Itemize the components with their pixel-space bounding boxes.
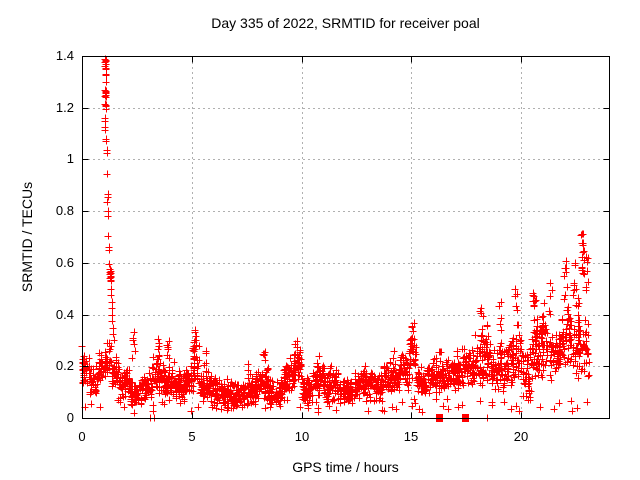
- y-tick-label: 1.2: [56, 100, 74, 115]
- y-tick-label: 0: [67, 410, 74, 425]
- y-axis-label: SRMTID / TECUs: [19, 181, 35, 293]
- data-points: [78, 55, 593, 422]
- chart-title: Day 335 of 2022, SRMTID for receiver poa…: [211, 15, 480, 31]
- x-tick-label: 10: [295, 429, 309, 444]
- y-tick-label: 1.4: [56, 48, 74, 63]
- x-tick-label: 5: [188, 429, 195, 444]
- x-tick-label: 15: [404, 429, 418, 444]
- tick-labels: 0 5 10 15 20 0 0.2 0.4 0.6 0.8 1 1.2 1.4: [56, 48, 528, 444]
- y-tick-label: 1: [67, 151, 74, 166]
- y-tick-label: 0.8: [56, 203, 74, 218]
- y-tick-label: 0.4: [56, 307, 74, 322]
- plot-frame: [82, 56, 610, 419]
- y-tick-label: 0.6: [56, 255, 74, 270]
- axis-ticks: [82, 56, 610, 419]
- x-tick-label: 0: [78, 429, 85, 444]
- gridlines: [83, 57, 608, 417]
- x-axis-label: GPS time / hours: [292, 459, 399, 475]
- y-tick-label: 0.2: [56, 358, 74, 373]
- x-tick-label: 20: [514, 429, 528, 444]
